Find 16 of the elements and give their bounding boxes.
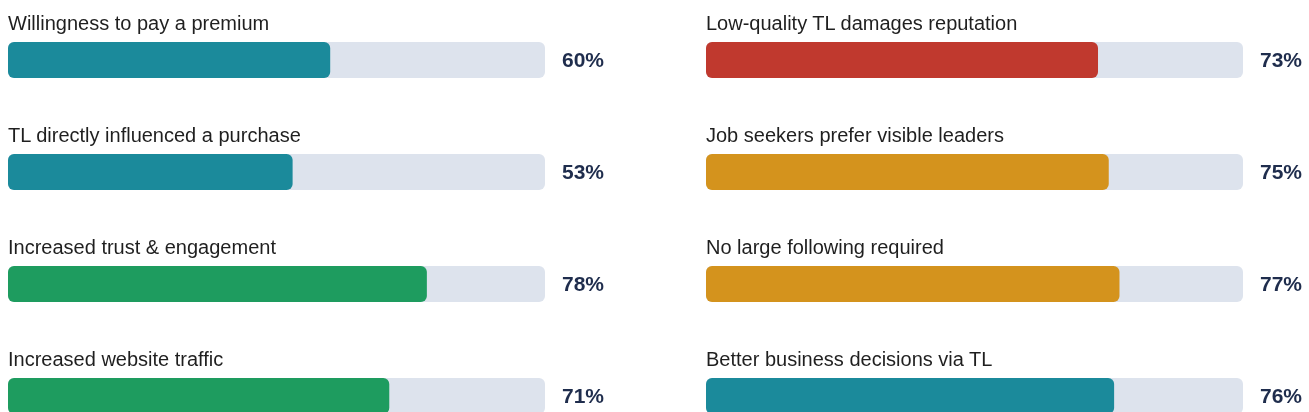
data-label: 75%	[1260, 160, 1303, 183]
y-tick-label: Willingness to pay a premium	[8, 12, 270, 34]
y-tick-label: Better business decisions via TL	[706, 348, 993, 370]
data-label: 71%	[562, 384, 605, 407]
data-label: 53%	[562, 160, 605, 183]
y-tick-label: Job seekers prefer visible leaders	[706, 124, 1004, 146]
data-label: 77%	[1260, 272, 1303, 295]
y-tick-label: Low-quality TL damages reputation	[706, 12, 1018, 34]
data-label: 78%	[562, 272, 605, 295]
y-tick-label: Increased trust & engagement	[8, 236, 277, 258]
y-tick-label: Increased website traffic	[8, 348, 224, 370]
data-label: 76%	[1260, 384, 1303, 407]
y-tick-label: TL directly influenced a purchase	[8, 124, 301, 146]
data-label: 73%	[1260, 48, 1303, 71]
data-label: 60%	[562, 48, 605, 71]
y-tick-label: No large following required	[706, 236, 944, 258]
